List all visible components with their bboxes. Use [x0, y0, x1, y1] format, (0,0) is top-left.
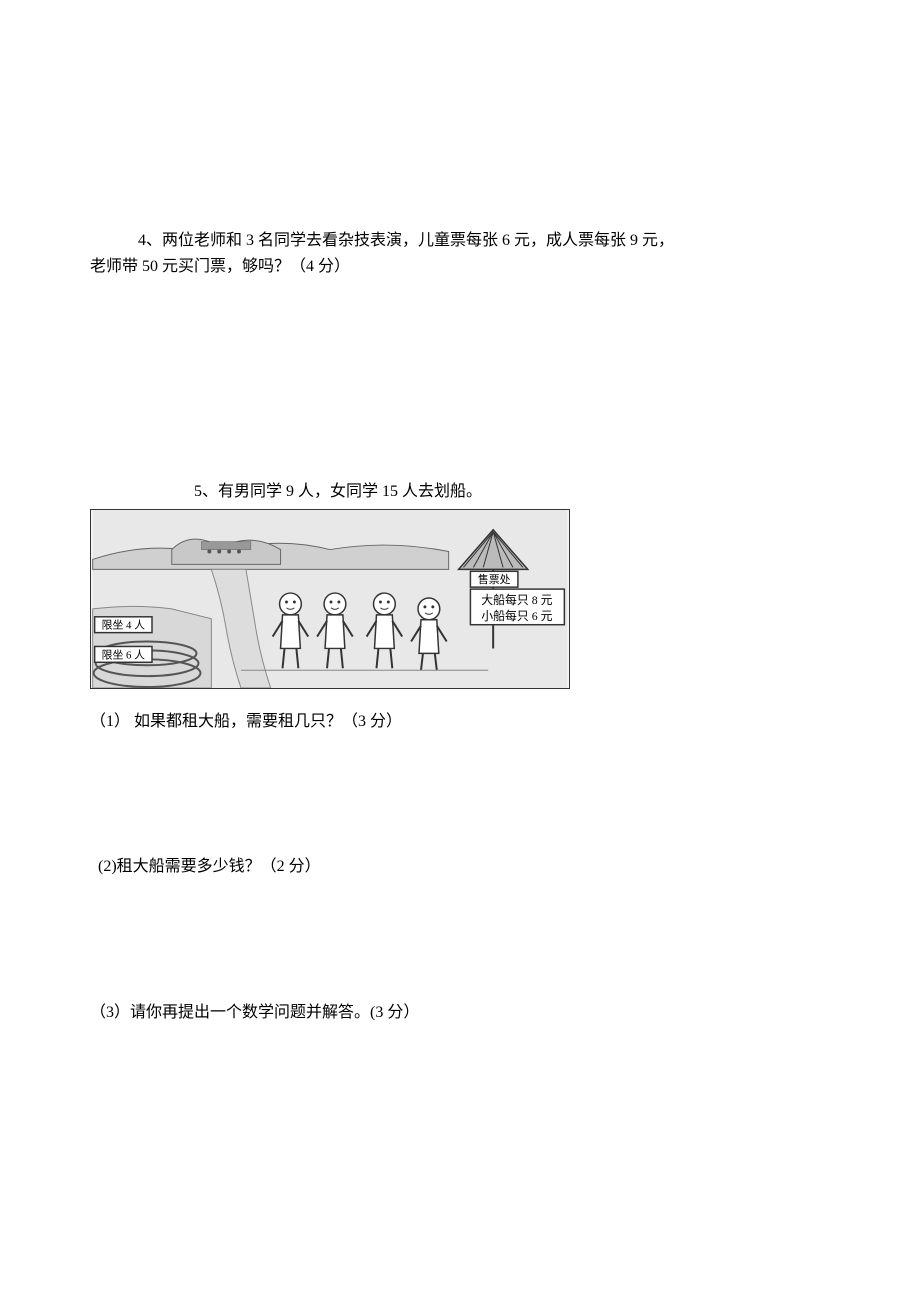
- question-5-sub-1: （1） 如果都租大船，需要租几只？（3 分）: [90, 709, 830, 735]
- question-5-intro: 5、有男同学 9 人，女同学 15 人去划船。: [90, 479, 830, 505]
- question-4: 4、两位老师和 3 名同学去看杂技表演，儿童票每张 6 元，成人票每张 9 元，…: [90, 228, 830, 279]
- small-boat-price: 小船每只 6 元: [481, 609, 552, 623]
- ticket-booth-label: 售票处: [478, 572, 511, 586]
- scene-illustration: 限坐 4 人 限坐 6 人: [90, 509, 570, 689]
- question-5-sub-3: （3）请你再提出一个数学问题并解答。(3 分）: [90, 1000, 830, 1026]
- big-boat-price: 大船每只 8 元: [481, 593, 552, 607]
- boat-scene-svg: 限坐 4 人 限坐 6 人: [91, 510, 569, 688]
- limit-6-label: 限坐 6 人: [102, 648, 146, 661]
- question-4-line-2: 老师带 50 元买门票，够吗？（4 分）: [90, 254, 830, 280]
- limit-4-label: 限坐 4 人: [102, 618, 146, 631]
- question-5-sub-2: (2)租大船需要多少钱？（2 分）: [90, 854, 830, 880]
- question-4-line-1: 4、两位老师和 3 名同学去看杂技表演，儿童票每张 6 元，成人票每张 9 元，: [90, 228, 830, 254]
